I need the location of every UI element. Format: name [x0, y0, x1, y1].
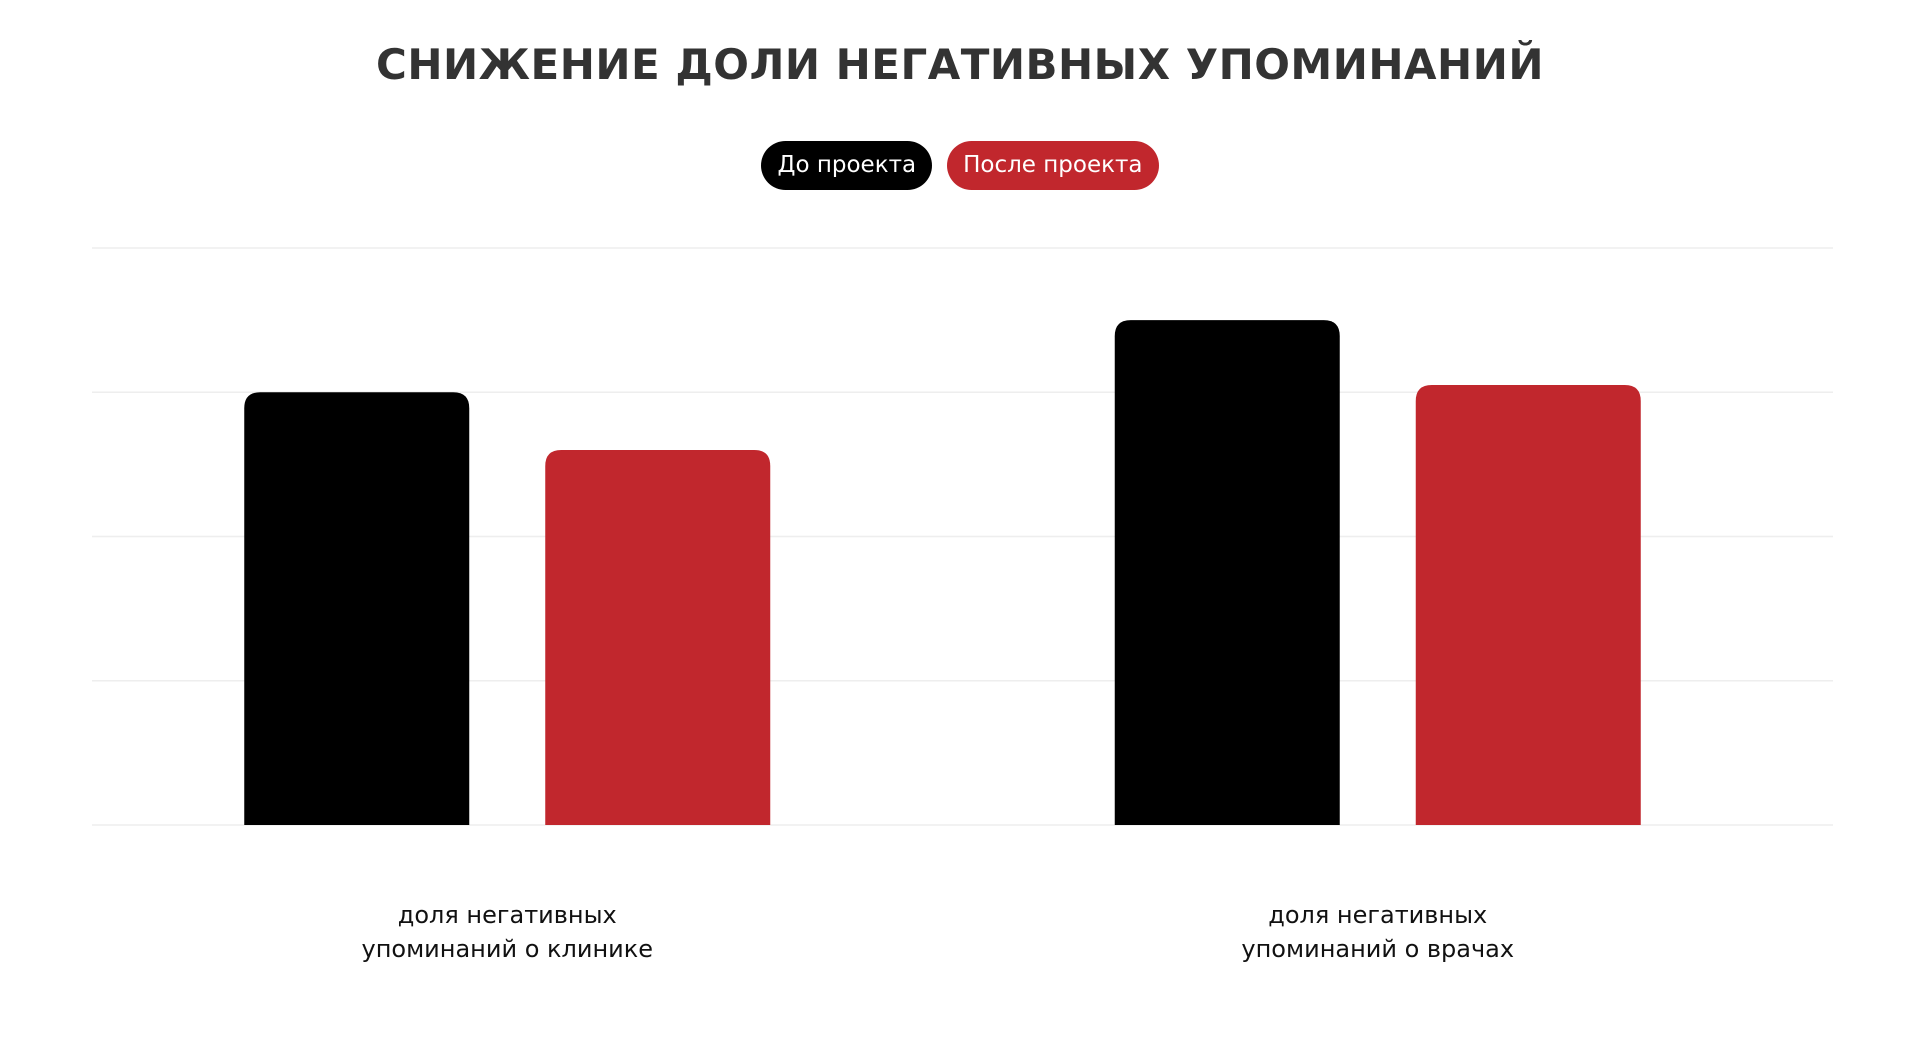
legend: До проекта После проекта [0, 141, 1920, 190]
x-tick-label: доля негативных упоминаний о врачах [1241, 901, 1515, 963]
bar [1114, 320, 1340, 825]
bar [1415, 385, 1641, 825]
bar [244, 392, 470, 825]
x-tick-label: доля негативных упоминаний о клинике [361, 901, 654, 963]
legend-item[interactable]: До проекта [761, 141, 933, 190]
legend-item[interactable]: После проекта [947, 141, 1159, 190]
chart-title: СНИЖЕНИЕ ДОЛИ НЕГАТИВНЫХ УПОМИНАНИЙ [376, 40, 1544, 89]
bar [545, 449, 771, 825]
